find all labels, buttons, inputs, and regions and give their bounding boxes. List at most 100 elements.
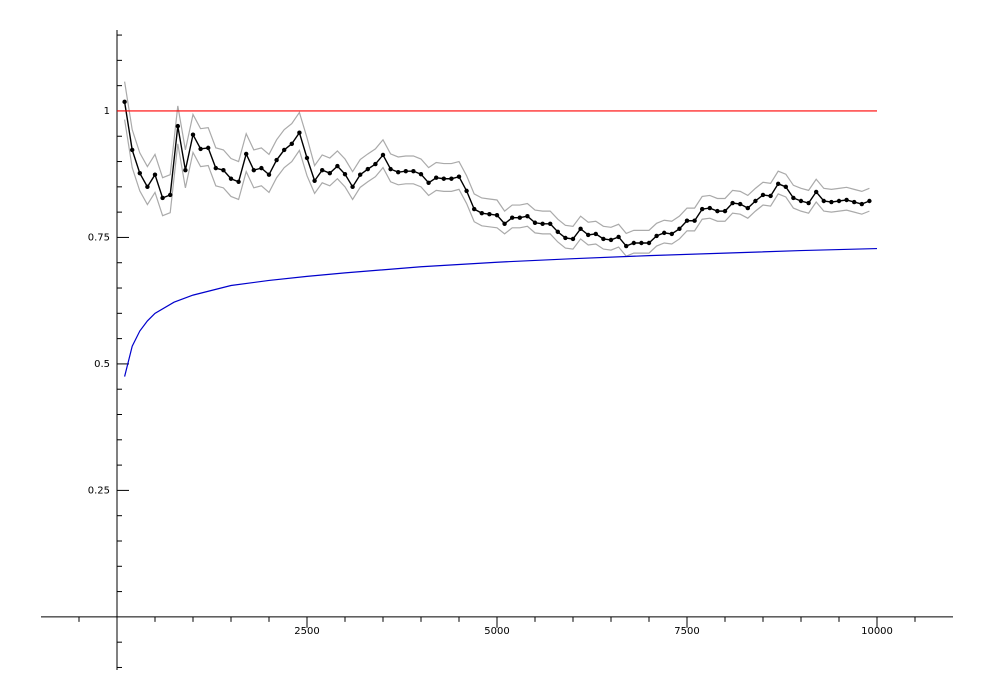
data-point bbox=[403, 168, 408, 174]
data-point bbox=[168, 192, 173, 198]
data-point bbox=[130, 147, 135, 153]
data-point bbox=[479, 210, 484, 216]
data-point bbox=[434, 175, 439, 180]
x-tick-label: 7500 bbox=[674, 626, 699, 637]
data-point bbox=[586, 232, 591, 238]
data-point bbox=[563, 235, 568, 241]
data-point bbox=[137, 170, 142, 176]
data-point bbox=[821, 198, 826, 204]
data-point bbox=[768, 193, 773, 199]
data-point bbox=[312, 178, 317, 183]
data-point bbox=[358, 172, 363, 177]
data-point bbox=[190, 132, 196, 137]
data-point bbox=[456, 174, 462, 179]
data-point bbox=[244, 151, 249, 157]
data-point bbox=[396, 169, 401, 175]
data-point bbox=[745, 205, 750, 211]
data-point bbox=[540, 221, 545, 226]
data-point bbox=[418, 171, 424, 177]
data-point bbox=[213, 165, 218, 171]
data-point bbox=[806, 200, 811, 206]
data-point bbox=[350, 184, 355, 190]
data-point bbox=[183, 167, 188, 173]
data-point bbox=[472, 206, 477, 212]
data-point bbox=[593, 231, 598, 237]
data-point bbox=[327, 170, 332, 176]
data-point bbox=[715, 208, 720, 214]
y-tick-label: 0.25 bbox=[88, 485, 110, 496]
data-point bbox=[206, 145, 211, 151]
data-point bbox=[753, 198, 758, 204]
data-point bbox=[122, 99, 127, 105]
series-line bbox=[124, 81, 870, 235]
data-point bbox=[738, 201, 743, 207]
data-point bbox=[502, 221, 507, 226]
data-point bbox=[783, 184, 788, 190]
data-point bbox=[684, 218, 690, 223]
data-point bbox=[494, 212, 500, 218]
y-tick-label: 1 bbox=[104, 106, 110, 117]
data-point bbox=[228, 176, 234, 181]
data-point bbox=[175, 123, 180, 129]
data-point bbox=[380, 152, 386, 158]
data-point bbox=[669, 231, 674, 237]
data-point bbox=[282, 147, 287, 153]
data-point bbox=[844, 197, 849, 203]
data-point bbox=[760, 192, 766, 198]
data-point bbox=[601, 236, 606, 242]
data-point bbox=[304, 155, 310, 161]
data-point bbox=[624, 243, 629, 249]
data-point bbox=[289, 141, 294, 147]
data-point bbox=[251, 167, 256, 173]
data-point bbox=[639, 240, 644, 246]
data-point bbox=[776, 181, 781, 187]
data-point bbox=[487, 211, 492, 217]
data-point bbox=[198, 146, 203, 152]
data-point bbox=[259, 165, 264, 171]
data-point bbox=[700, 206, 705, 212]
data-point bbox=[646, 240, 652, 246]
data-point bbox=[608, 237, 614, 243]
data-point bbox=[532, 220, 538, 225]
data-point bbox=[221, 167, 226, 173]
data-point bbox=[677, 226, 682, 232]
data-point bbox=[145, 184, 150, 190]
data-point bbox=[388, 166, 393, 172]
data-point bbox=[426, 180, 431, 185]
y-tick-label: 0.5 bbox=[94, 359, 110, 370]
data-point bbox=[297, 130, 302, 135]
data-point bbox=[829, 199, 834, 205]
data-point bbox=[510, 215, 515, 220]
data-point bbox=[722, 208, 728, 214]
data-point bbox=[631, 240, 636, 246]
data-point bbox=[707, 205, 712, 211]
series-line bbox=[123, 101, 870, 247]
data-point bbox=[867, 198, 872, 204]
data-point bbox=[342, 171, 348, 177]
data-point bbox=[548, 221, 553, 226]
y-tick-label: 0.75 bbox=[88, 232, 110, 243]
data-point bbox=[570, 236, 576, 242]
data-point bbox=[373, 161, 378, 167]
data-point bbox=[654, 233, 659, 239]
data-point bbox=[274, 157, 279, 163]
data-point bbox=[692, 218, 697, 223]
data-point bbox=[160, 195, 165, 201]
data-point bbox=[152, 172, 158, 177]
data-point bbox=[411, 168, 416, 174]
data-point bbox=[335, 163, 340, 169]
data-point bbox=[441, 176, 446, 181]
data-point bbox=[517, 215, 522, 220]
x-tick-label: 2500 bbox=[294, 626, 319, 637]
data-point bbox=[555, 229, 560, 235]
data-point bbox=[320, 167, 325, 173]
data-point bbox=[365, 166, 370, 172]
data-point bbox=[616, 234, 621, 240]
data-point bbox=[852, 199, 857, 205]
data-point bbox=[449, 176, 454, 181]
data-point bbox=[464, 188, 469, 194]
data-point bbox=[525, 213, 530, 219]
data-point bbox=[814, 189, 819, 195]
data-point bbox=[236, 179, 241, 184]
